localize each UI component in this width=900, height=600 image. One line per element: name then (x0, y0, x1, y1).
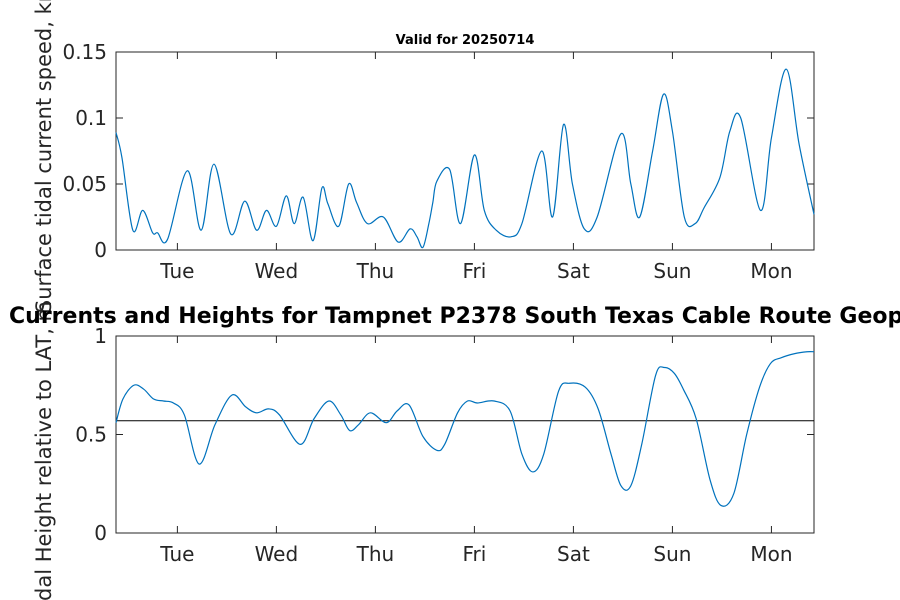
tidal-height-y-axis-label: Tidal Height relative to LAT, m (32, 301, 56, 600)
tidal-height-y-tick-label: 0.5 (75, 423, 107, 447)
tidal-height-y-tick-label: 1 (94, 324, 107, 348)
current-speed-y-tick-label: 0.05 (62, 172, 107, 196)
current-speed-y-tick-label: 0 (94, 238, 107, 262)
current-speed-panel: Tue Wed Thu Fri Sat Sun Mon 0 0.05 0.1 0.15 Valid… (32, 0, 815, 313)
tidal-height-axes-box (115, 335, 815, 534)
tidal-height-x-tick-label: Mon (750, 542, 792, 566)
current-speed-x-tick-label: Fri (462, 259, 486, 283)
valid-date-title: Valid for 20250714 (396, 33, 535, 48)
tidal-height-x-tick-label: Sun (653, 542, 691, 566)
tidal-height-x-tick-label: Sat (557, 542, 590, 566)
current-speed-x-tick-label: Thu (356, 259, 395, 283)
current-speed-y-tick-label: 0.1 (75, 106, 107, 130)
tidal-height-series-line (115, 351, 815, 507)
tidal-height-x-ticks: Tue Wed Thu Fri Sat Sun Mon (159, 336, 793, 566)
current-speed-y-axis-label: Surface tidal current speed, kn (32, 0, 56, 313)
current-speed-y-tick-label: 0.15 (62, 40, 107, 64)
current-speed-x-tick-label: Sat (557, 259, 590, 283)
current-speed-series-line (115, 68, 815, 249)
current-speed-x-ticks: Tue Wed Thu Fri Sat Sun Mon (159, 52, 793, 283)
tidal-height-x-tick-label: Wed (255, 542, 299, 566)
tidal-height-x-tick-label: Thu (356, 542, 395, 566)
tidal-height-y-tick-label: 0 (94, 521, 107, 545)
tidal-height-x-tick-label: Fri (462, 542, 486, 566)
current-speed-x-tick-label: Wed (255, 259, 299, 283)
main-figure-title: Tidal Currents and Heights for Tampnet P… (0, 304, 900, 329)
current-speed-y-ticks: 0 0.05 0.1 0.15 (62, 40, 814, 262)
current-speed-x-tick-label: Mon (750, 259, 792, 283)
current-speed-axes-box (115, 51, 815, 251)
current-speed-x-tick-label: Sun (653, 259, 691, 283)
tidal-height-y-ticks: 00.51 (75, 324, 814, 545)
tidal-height-panel: Tue Wed Thu Fri Sat Sun Mon 00.51 Tidal Height… (32, 301, 815, 600)
tidal-height-x-tick-label: Tue (159, 542, 194, 566)
current-speed-x-tick-label: Tue (159, 259, 194, 283)
